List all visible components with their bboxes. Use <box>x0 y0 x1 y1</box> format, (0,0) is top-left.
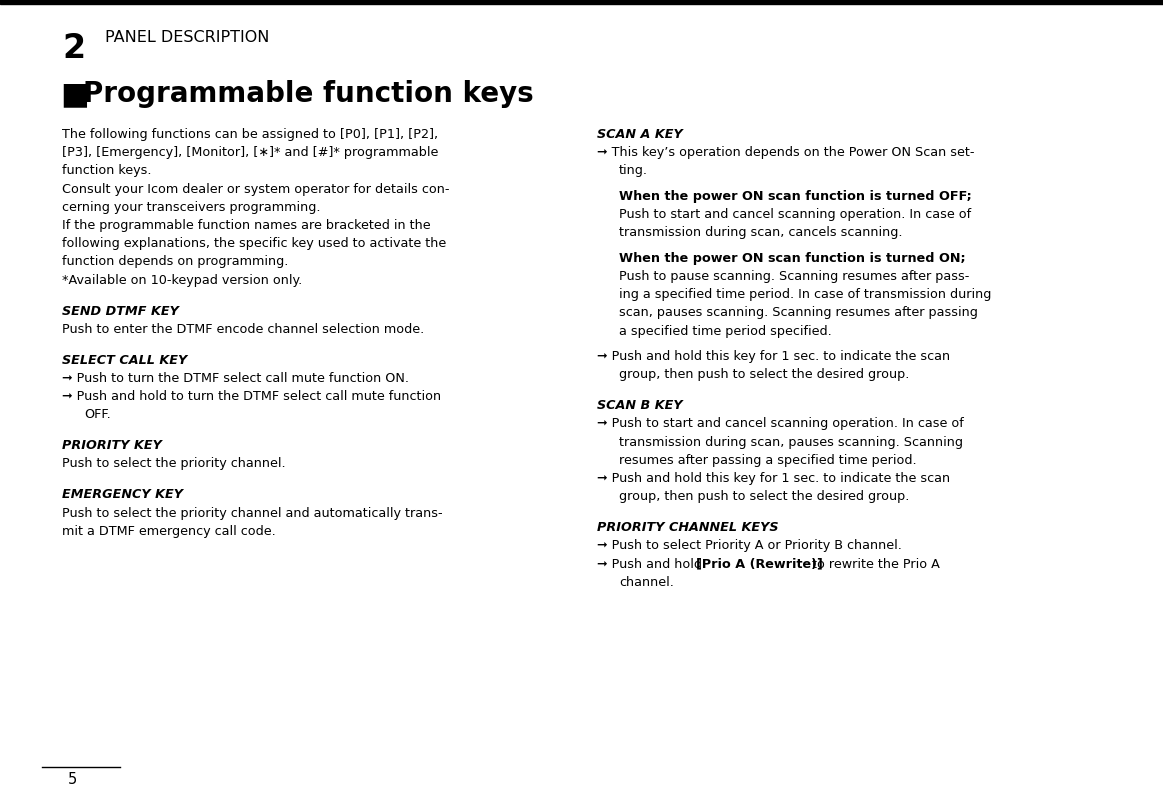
Text: 5: 5 <box>67 771 77 786</box>
Text: ➞ Push and hold this key for 1 sec. to indicate the scan: ➞ Push and hold this key for 1 sec. to i… <box>597 471 950 484</box>
Text: ➞ This key’s operation depends on the Power ON Scan set-: ➞ This key’s operation depends on the Po… <box>597 146 975 159</box>
Text: function keys.: function keys. <box>62 164 151 177</box>
Text: [P3], [Emergency], [Monitor], [∗]* and [#]* programmable: [P3], [Emergency], [Monitor], [∗]* and [… <box>62 146 438 159</box>
Text: Push to select the priority channel.: Push to select the priority channel. <box>62 457 286 470</box>
Text: transmission during scan, pauses scanning. Scanning: transmission during scan, pauses scannin… <box>619 435 963 448</box>
Text: If the programmable function names are bracketed in the: If the programmable function names are b… <box>62 218 430 232</box>
Text: *Available on 10-keypad version only.: *Available on 10-keypad version only. <box>62 273 302 286</box>
Text: to rewrite the Prio A: to rewrite the Prio A <box>808 556 940 570</box>
Text: OFF.: OFF. <box>84 408 110 421</box>
Text: PRIORITY KEY: PRIORITY KEY <box>62 438 162 451</box>
Text: cerning your transceivers programming.: cerning your transceivers programming. <box>62 201 321 214</box>
Text: When the power ON scan function is turned OFF;: When the power ON scan function is turne… <box>619 190 972 202</box>
Text: ➞ Push and hold this key for 1 sec. to indicate the scan: ➞ Push and hold this key for 1 sec. to i… <box>597 349 950 363</box>
Text: scan, pauses scanning. Scanning resumes after passing: scan, pauses scanning. Scanning resumes … <box>619 306 978 319</box>
Text: group, then push to select the desired group.: group, then push to select the desired g… <box>619 368 909 381</box>
Text: ➞ Push and hold: ➞ Push and hold <box>597 556 706 570</box>
Text: ting.: ting. <box>619 164 648 177</box>
Text: SEND DTMF KEY: SEND DTMF KEY <box>62 304 179 317</box>
Text: ing a specified time period. In case of transmission during: ing a specified time period. In case of … <box>619 287 991 301</box>
Text: ■: ■ <box>60 80 88 109</box>
Text: channel.: channel. <box>619 575 673 588</box>
Text: When the power ON scan function is turned ON;: When the power ON scan function is turne… <box>619 251 965 264</box>
Text: Push to start and cancel scanning operation. In case of: Push to start and cancel scanning operat… <box>619 208 971 221</box>
Bar <box>0 0 1163 5</box>
Text: PRIORITY CHANNEL KEYS: PRIORITY CHANNEL KEYS <box>597 520 778 533</box>
Text: ➞ Push to turn the DTMF select call mute function ON.: ➞ Push to turn the DTMF select call mute… <box>62 372 409 385</box>
Text: Consult your Icom dealer or system operator for details con-: Consult your Icom dealer or system opera… <box>62 182 450 195</box>
Text: SELECT CALL KEY: SELECT CALL KEY <box>62 353 187 366</box>
Text: function depends on programming.: function depends on programming. <box>62 255 288 268</box>
Text: Push to select the priority channel and automatically trans-: Push to select the priority channel and … <box>62 506 443 519</box>
Text: mit a DTMF emergency call code.: mit a DTMF emergency call code. <box>62 524 276 537</box>
Text: EMERGENCY KEY: EMERGENCY KEY <box>62 487 183 501</box>
Text: ➞ Push to select Priority A or Priority B channel.: ➞ Push to select Priority A or Priority … <box>597 539 901 552</box>
Text: [Prio A (Rewrite)]: [Prio A (Rewrite)] <box>695 556 823 570</box>
Text: transmission during scan, cancels scanning.: transmission during scan, cancels scanni… <box>619 226 902 239</box>
Text: following explanations, the specific key used to activate the: following explanations, the specific key… <box>62 237 447 250</box>
Text: a specified time period specified.: a specified time period specified. <box>619 324 832 337</box>
Text: PANEL DESCRIPTION: PANEL DESCRIPTION <box>105 30 270 45</box>
Text: Programmable function keys: Programmable function keys <box>83 80 534 108</box>
Text: group, then push to select the desired group.: group, then push to select the desired g… <box>619 490 909 503</box>
Text: The following functions can be assigned to [P0], [P1], [P2],: The following functions can be assigned … <box>62 128 438 141</box>
Text: ➞ Push to start and cancel scanning operation. In case of: ➞ Push to start and cancel scanning oper… <box>597 417 964 430</box>
Text: Push to enter the DTMF encode channel selection mode.: Push to enter the DTMF encode channel se… <box>62 322 424 336</box>
Text: SCAN B KEY: SCAN B KEY <box>597 398 683 412</box>
Text: ➞ Push and hold to turn the DTMF select call mute function: ➞ Push and hold to turn the DTMF select … <box>62 389 441 402</box>
Text: Push to pause scanning. Scanning resumes after pass-: Push to pause scanning. Scanning resumes… <box>619 270 970 283</box>
Text: resumes after passing a specified time period.: resumes after passing a specified time p… <box>619 453 916 467</box>
Text: 2: 2 <box>62 32 85 65</box>
Text: SCAN A KEY: SCAN A KEY <box>597 128 683 141</box>
